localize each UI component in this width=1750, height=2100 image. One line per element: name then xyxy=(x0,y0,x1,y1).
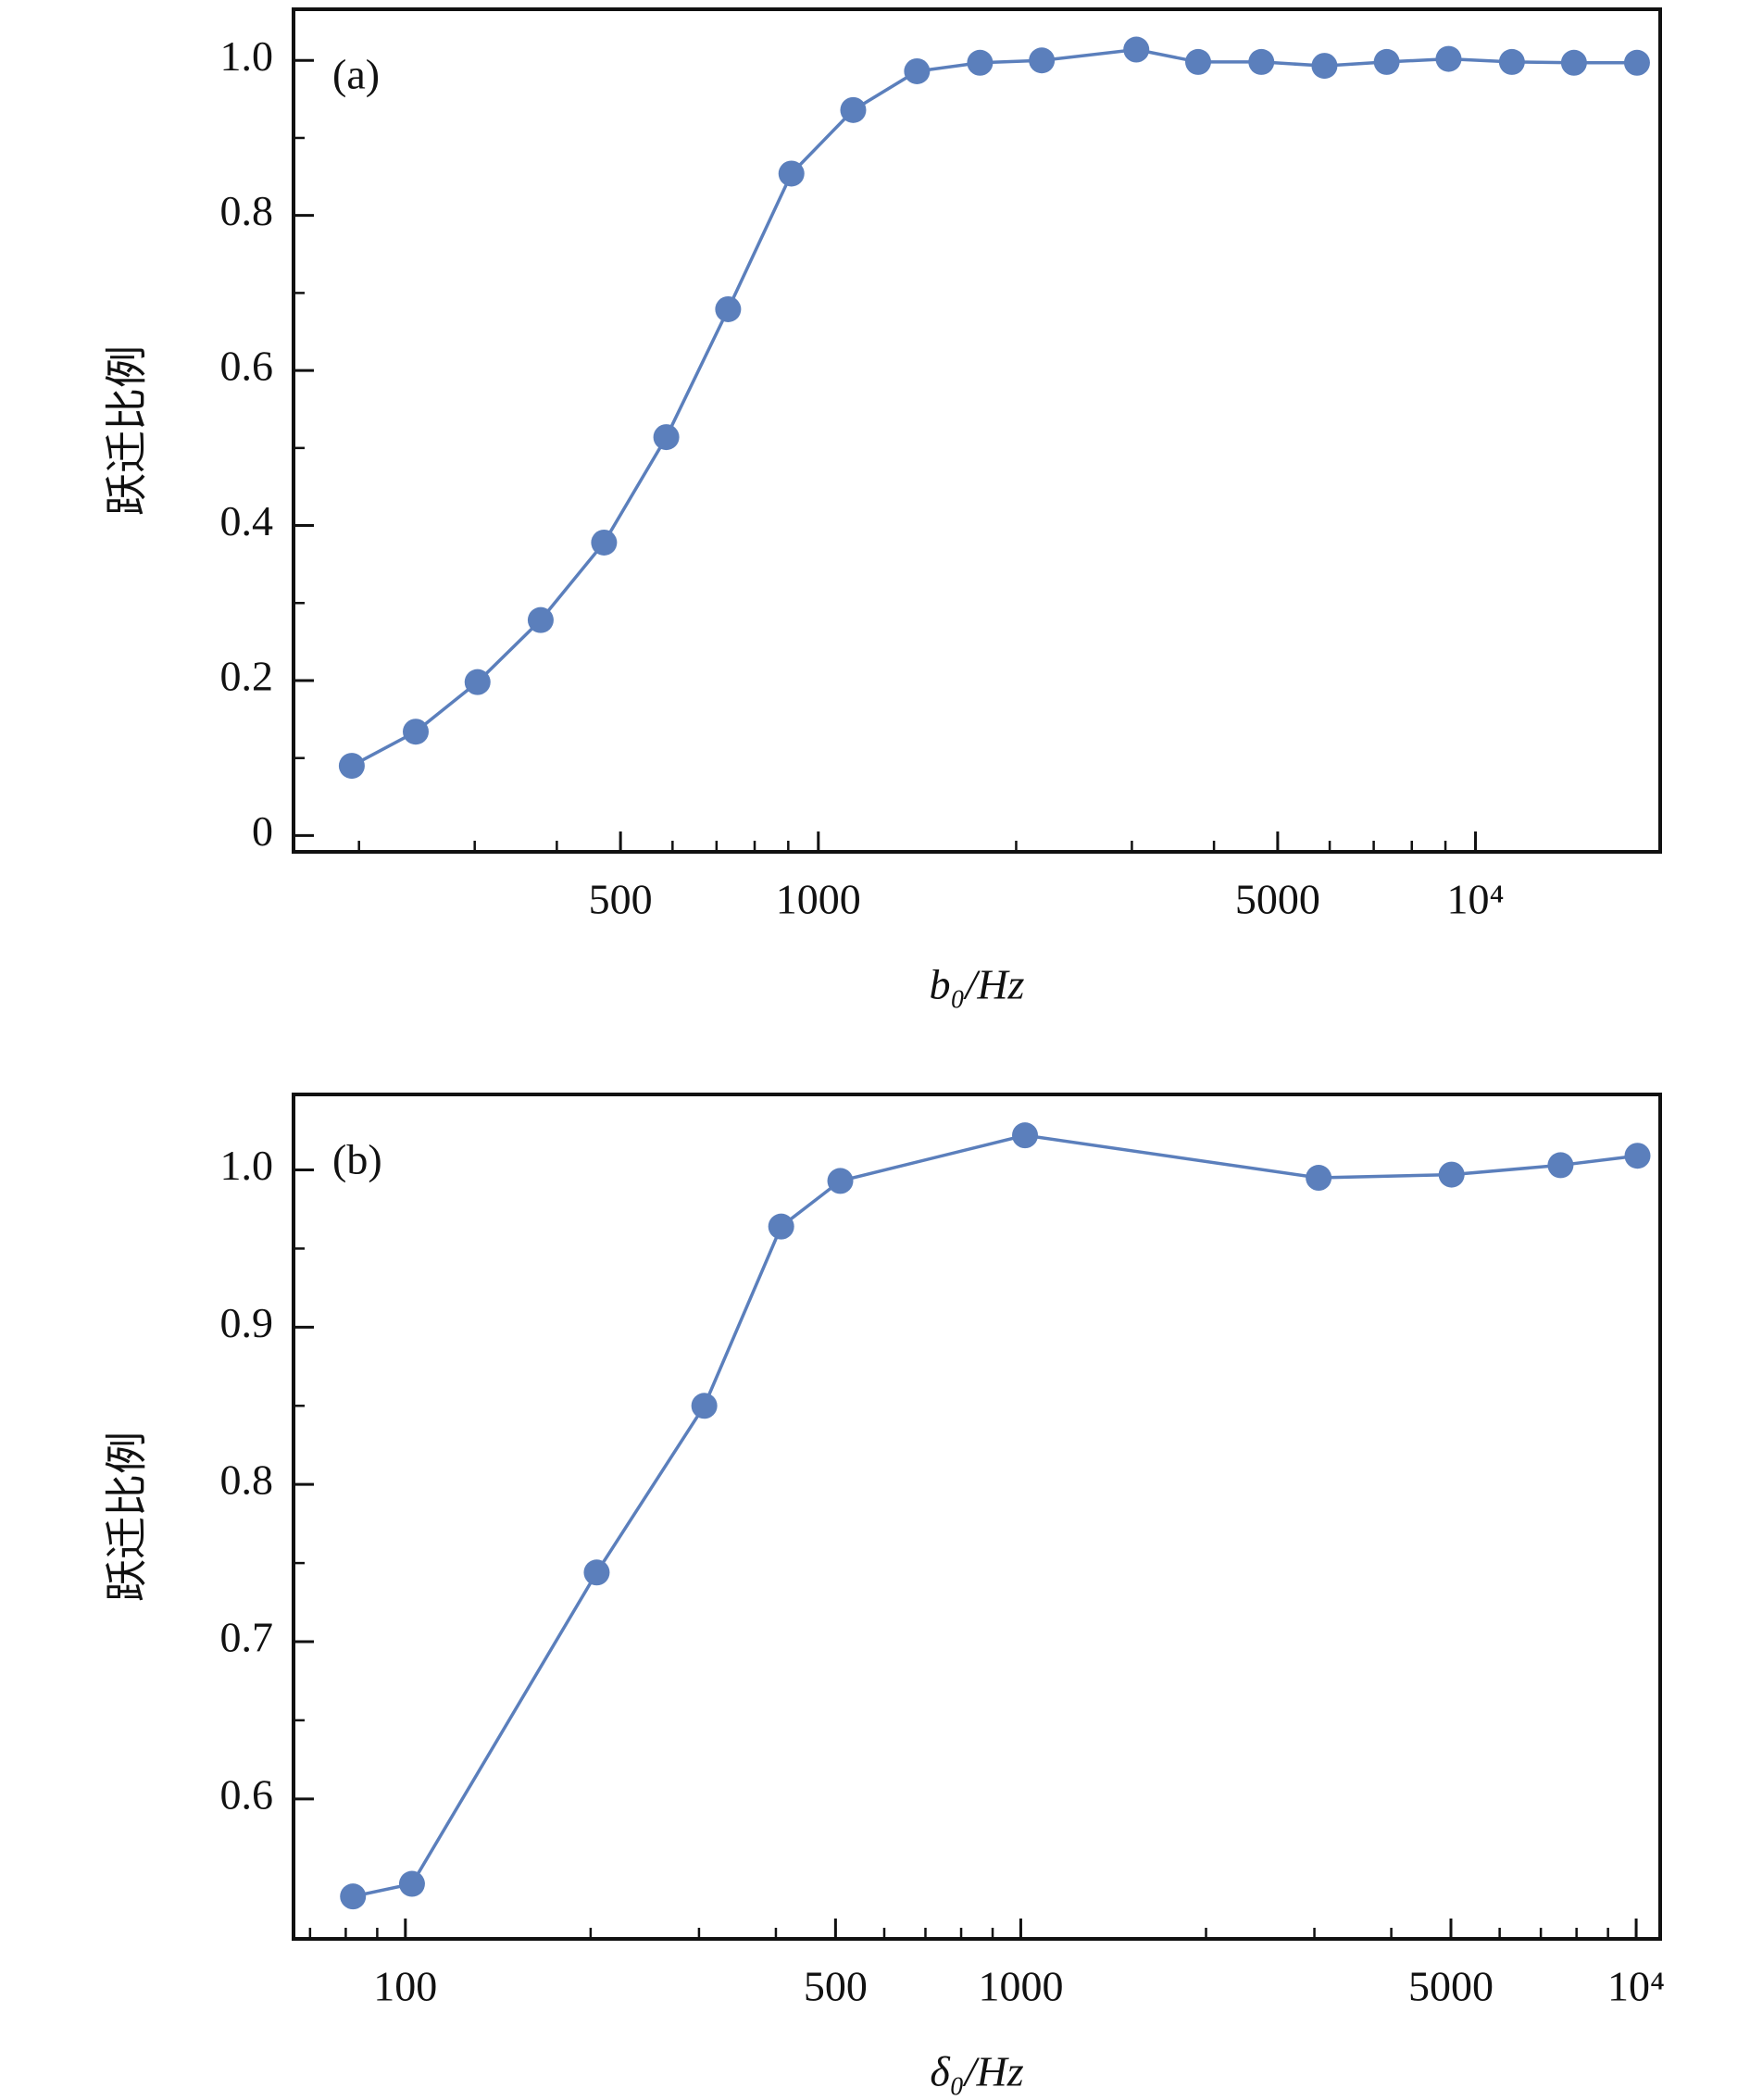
data-point xyxy=(1498,48,1525,75)
y-axis-label: 跃迁比例 xyxy=(102,345,152,516)
x-axis-label: δ₀/Hz xyxy=(930,2048,1023,2095)
data-point xyxy=(591,529,618,556)
data-point xyxy=(768,1213,794,1240)
y-tick-label: 1.0 xyxy=(220,1142,274,1189)
data-point xyxy=(1306,1165,1332,1192)
plot-frame xyxy=(292,1093,1662,1941)
x-tick-label: 1000 xyxy=(776,876,861,923)
data-point xyxy=(398,1870,425,1897)
y-tick-label: 0.8 xyxy=(220,187,274,234)
data-point xyxy=(1624,1143,1651,1169)
data-point xyxy=(583,1559,610,1586)
y-tick-label: 0.9 xyxy=(220,1299,274,1346)
data-point xyxy=(715,295,742,322)
data-point xyxy=(403,719,430,745)
y-tick-label: 0.7 xyxy=(220,1614,274,1661)
y-tick-label: 0.2 xyxy=(220,653,274,700)
data-point xyxy=(904,57,931,84)
x-tick-label: 100 xyxy=(373,1963,437,2010)
data-point xyxy=(1438,1161,1465,1188)
data-point xyxy=(1623,49,1650,76)
data-point xyxy=(1435,45,1462,72)
data-point xyxy=(1012,1122,1039,1149)
y-tick-label: 0.8 xyxy=(220,1456,274,1504)
y-tick-label: 0.6 xyxy=(220,343,274,390)
data-point xyxy=(340,1883,367,1910)
y-tick-label: 0 xyxy=(252,807,273,855)
y-tick-label: 0.6 xyxy=(220,1770,274,1818)
data-point xyxy=(691,1393,718,1419)
x-tick-label: 500 xyxy=(589,876,653,923)
plot-frame xyxy=(292,7,1662,854)
data-point xyxy=(827,1168,854,1194)
x-tick-label: 10⁴ xyxy=(1447,876,1505,923)
panel-label: (a) xyxy=(332,51,380,98)
data-point xyxy=(1029,47,1056,74)
data-point xyxy=(1547,1152,1574,1179)
data-line xyxy=(352,1133,1638,1898)
panel-label: (b) xyxy=(332,1136,382,1183)
y-axis-label: 跃迁比例 xyxy=(102,1431,152,1602)
data-point xyxy=(338,753,365,780)
x-tick-label: 5000 xyxy=(1235,876,1320,923)
data-point xyxy=(653,424,680,451)
data-point xyxy=(1184,48,1211,75)
data-line xyxy=(351,47,1637,768)
x-tick-label: 1000 xyxy=(978,1963,1063,2010)
x-tick-label: 5000 xyxy=(1408,1963,1494,2010)
data-point xyxy=(1373,48,1400,75)
data-point xyxy=(1311,53,1338,80)
x-axis-label: b₀/Hz xyxy=(930,961,1025,1008)
data-point xyxy=(840,96,867,123)
data-point xyxy=(1248,48,1275,75)
y-tick-label: 0.4 xyxy=(220,497,274,544)
data-point xyxy=(527,606,554,633)
data-point xyxy=(464,669,491,695)
data-point xyxy=(967,49,994,76)
data-point xyxy=(1123,36,1150,63)
data-point xyxy=(778,160,805,187)
x-tick-label: 500 xyxy=(804,1963,868,2010)
y-tick-label: 1.0 xyxy=(220,32,274,80)
data-point xyxy=(1560,49,1587,76)
x-tick-label: 10⁴ xyxy=(1607,1963,1665,2010)
